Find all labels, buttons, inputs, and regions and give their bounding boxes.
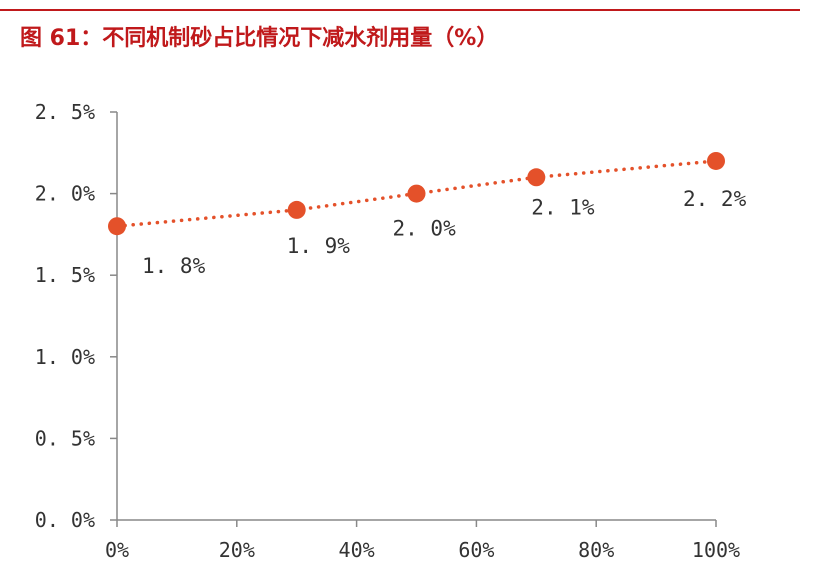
y-tick-label: 2. 5% xyxy=(35,100,95,124)
x-axis: 0% 20% 40% 60% 80% 100% xyxy=(105,519,740,562)
x-tick-label: 60% xyxy=(458,538,494,562)
y-tick-label: 0. 5% xyxy=(35,426,95,450)
y-tick-label: 2. 0% xyxy=(35,182,95,206)
series-group xyxy=(108,151,725,236)
data-point xyxy=(108,217,126,236)
data-label: 1. 8% xyxy=(142,254,206,278)
x-tick-label: 20% xyxy=(219,538,255,562)
data-labels: 1. 8% 1. 9% 2. 0% 2. 1% 2. 2% xyxy=(142,187,747,278)
data-point xyxy=(527,168,546,187)
x-tick-label: 0% xyxy=(105,538,129,562)
data-label: 2. 2% xyxy=(683,187,747,211)
y-axis: 0. 0% 0. 5% 1. 0% 1. 5% 2. 0% 2. 5% xyxy=(35,100,118,532)
data-label: 2. 1% xyxy=(531,195,595,219)
data-point xyxy=(707,151,725,170)
x-tick-label: 80% xyxy=(578,538,614,562)
figure-title-bar: 图 61：不同机制砂占比情况下减水剂用量（%） xyxy=(0,0,800,60)
y-tick-label: 1. 5% xyxy=(35,263,95,287)
x-tick-label: 100% xyxy=(692,538,740,562)
top-rule xyxy=(0,9,800,11)
y-tick-label: 1. 0% xyxy=(35,345,95,369)
data-label: 1. 9% xyxy=(287,234,351,258)
data-point xyxy=(407,184,426,203)
x-tick-label: 40% xyxy=(339,538,375,562)
data-point xyxy=(287,200,306,219)
figure-title: 图 61：不同机制砂占比情况下减水剂用量（%） xyxy=(20,26,499,51)
y-tick-label: 0. 0% xyxy=(35,508,95,532)
data-label: 2. 0% xyxy=(393,217,457,241)
